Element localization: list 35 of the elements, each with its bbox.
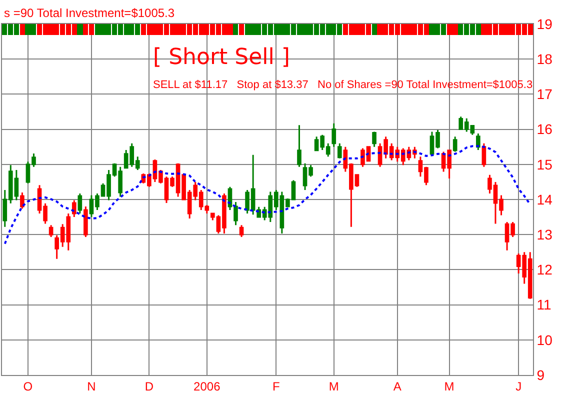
candlestick xyxy=(452,136,458,153)
candlestick xyxy=(239,224,244,238)
y-tick-label: 9 xyxy=(536,366,545,383)
candlestick xyxy=(78,192,82,214)
x-tick-label: M xyxy=(444,379,454,394)
candlestick xyxy=(337,142,342,160)
candlestick xyxy=(48,224,54,238)
y-tick-label: 10 xyxy=(536,332,553,348)
x-tick-label: F xyxy=(272,379,280,394)
text: s =90 Total Investment=$1005.3 xyxy=(4,6,175,20)
y-tick-label: 12 xyxy=(536,262,553,278)
x-tick-label: N xyxy=(87,379,96,394)
y-tick-label: 16 xyxy=(536,121,553,138)
candlestick xyxy=(297,124,302,168)
candlestick xyxy=(20,192,24,210)
y-tick-label: 15 xyxy=(536,156,553,172)
x-tick-label: 2006 xyxy=(194,379,221,394)
annotation: SELL at $11.17 Stop at $13.37 No of Shares =90 Total Investment=$1005.3 xyxy=(153,79,533,91)
y-tick-label: 18 xyxy=(536,51,553,67)
line-series xyxy=(4,145,532,245)
x-tick-label: M xyxy=(328,379,339,394)
annotation: [ Short Sell ] xyxy=(153,45,290,70)
y-tick-label: 14 xyxy=(536,191,553,208)
x-tick-label: J xyxy=(516,379,522,394)
y-tick-label: 17 xyxy=(536,86,553,102)
y-tick-label: 13 xyxy=(536,226,553,242)
candlestick xyxy=(332,122,336,148)
candlestick xyxy=(72,199,76,218)
candlestick xyxy=(84,206,88,238)
x-tick-label: A xyxy=(393,379,402,394)
candlestick xyxy=(372,131,376,148)
x-tick-label: D xyxy=(144,379,154,394)
y-tick-label: 11 xyxy=(536,296,552,313)
y-tick-label: 19 xyxy=(536,16,553,32)
x-tick-label: O xyxy=(23,379,33,394)
